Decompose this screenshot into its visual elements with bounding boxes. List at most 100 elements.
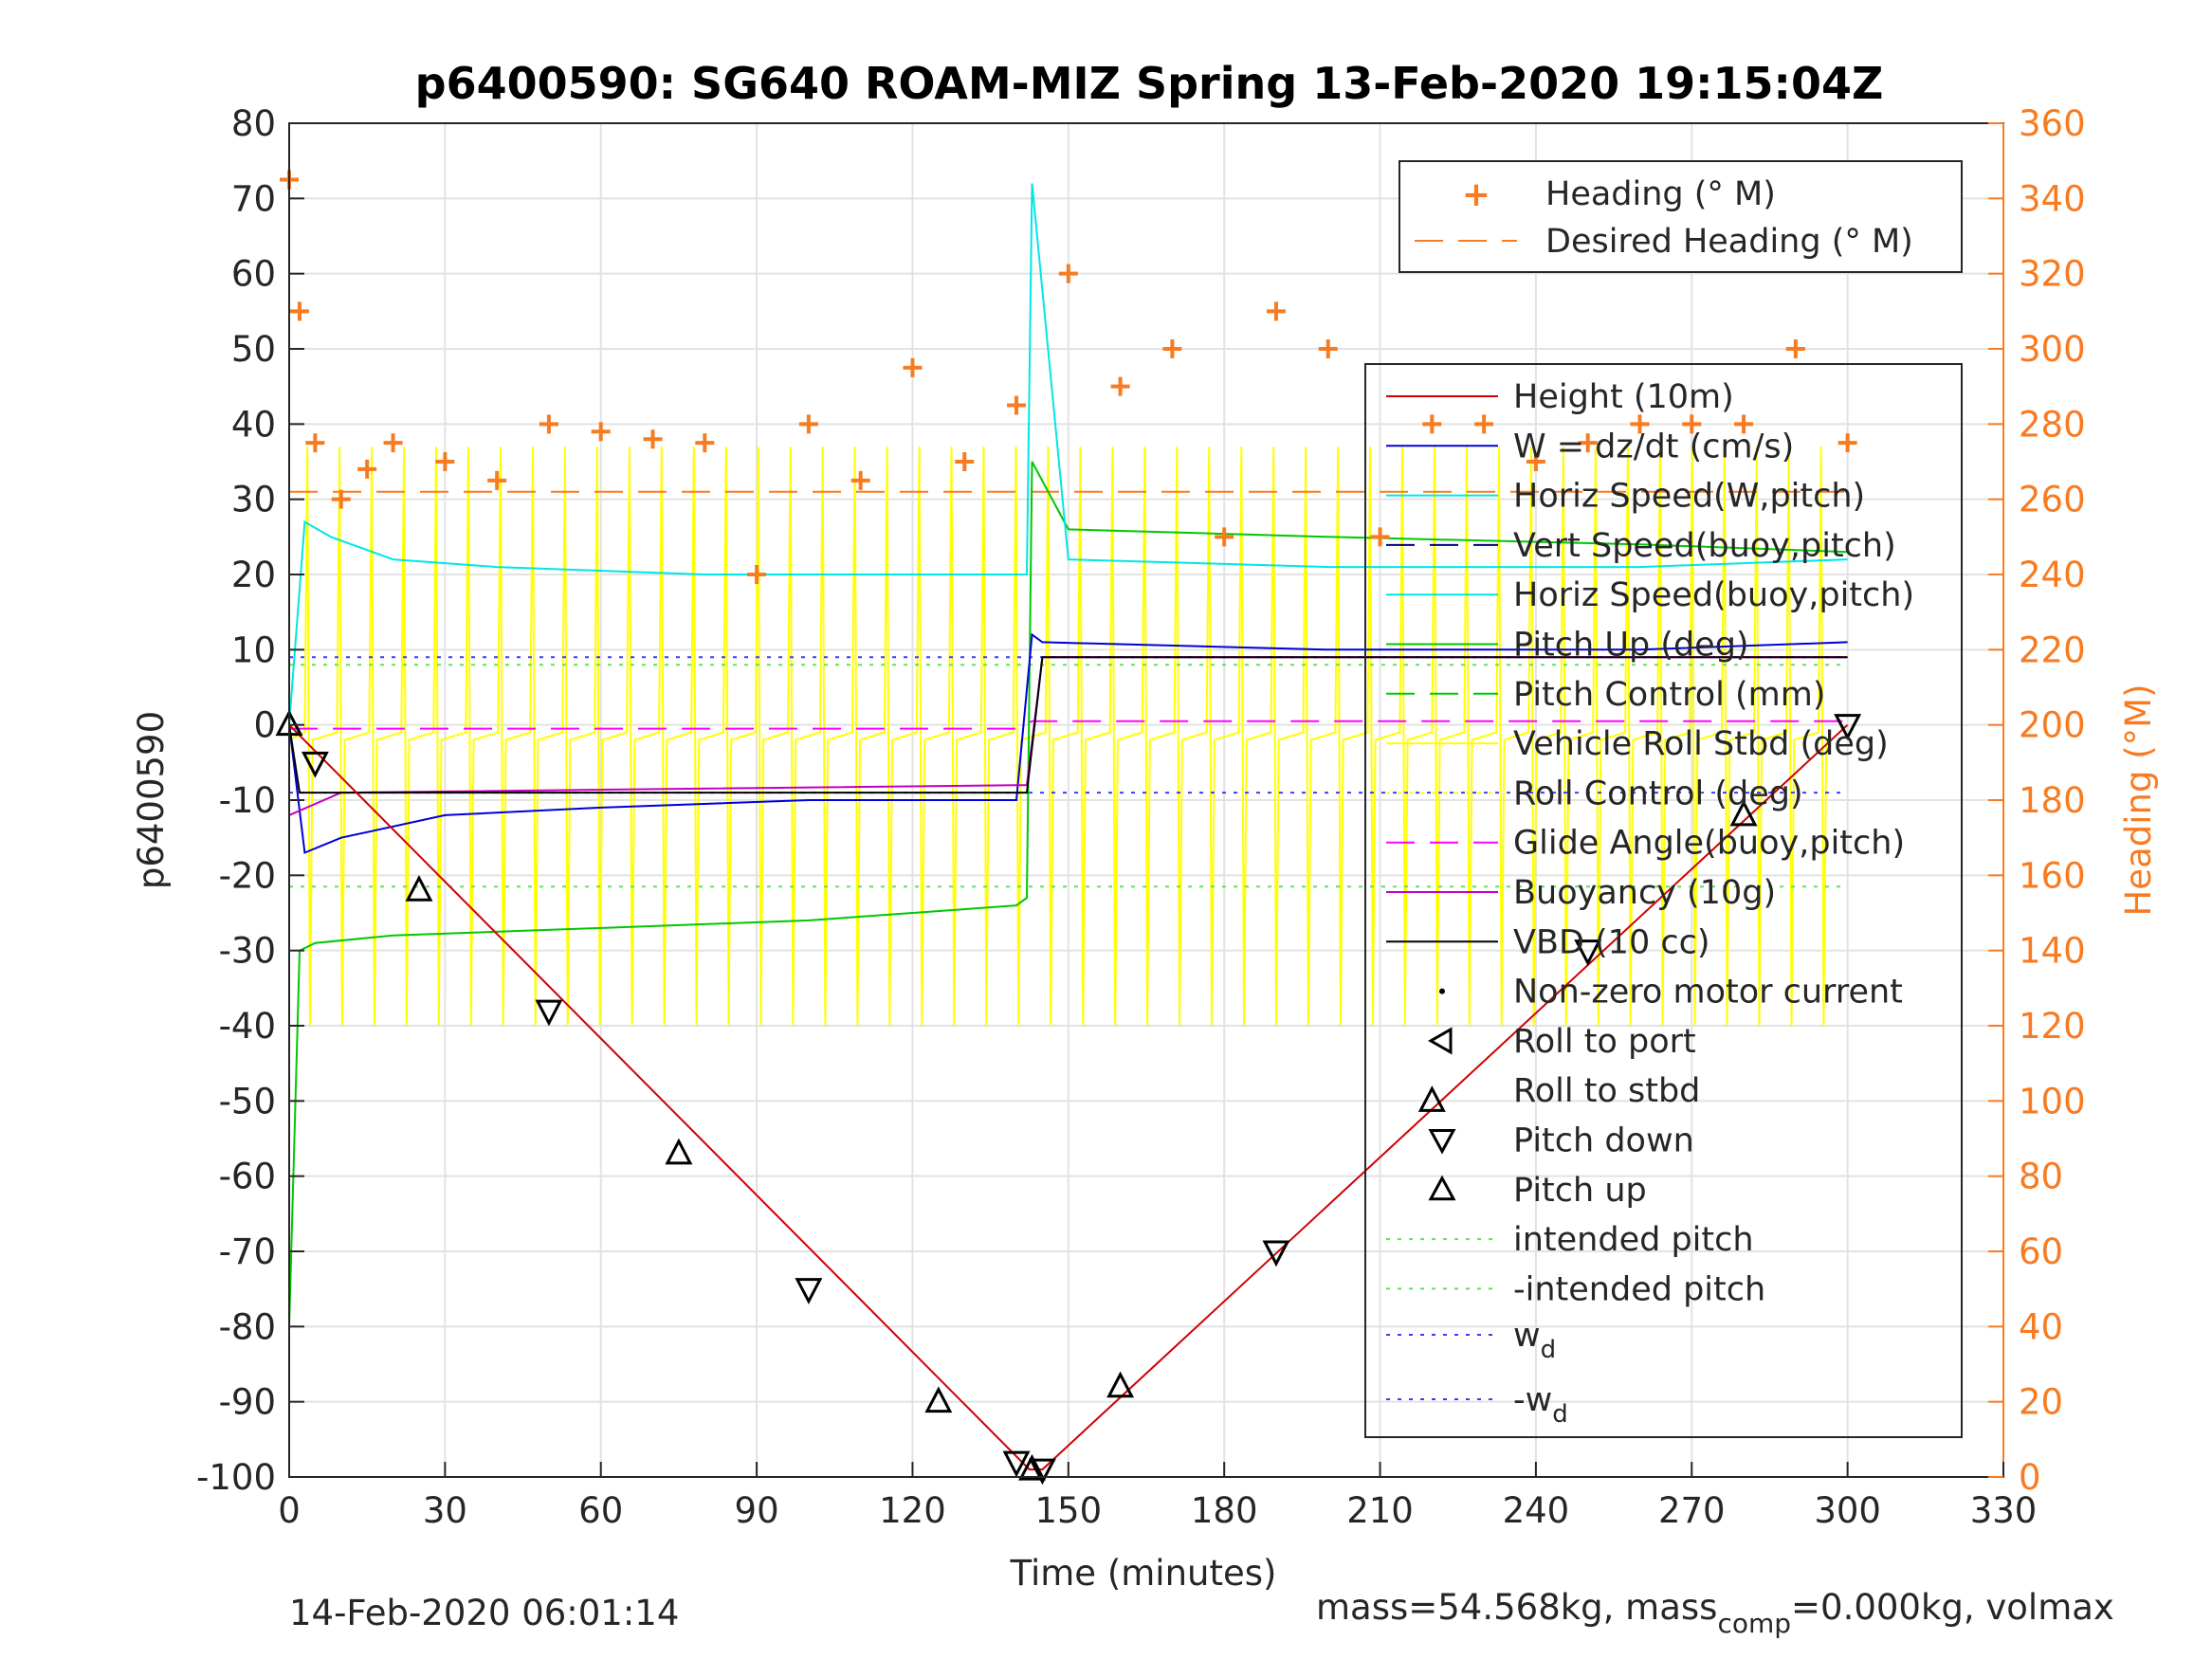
legend-main-label-0: Height (10m) (1513, 378, 1734, 416)
legend-main-dot-12 (1439, 988, 1445, 994)
right-axis-ticks: 0 20 40 60 80 100 120 140 160 180 200 220 240 260 280 3… (1988, 103, 2086, 1498)
pitch-marker-3 (535, 999, 563, 1027)
heading-point-17 (1007, 395, 1027, 415)
legend-main-marker-16 (1428, 1175, 1456, 1201)
heading-point-32 (1785, 339, 1805, 358)
y-tick-label-5: -50 (219, 1081, 276, 1121)
pitch-marker-11 (1262, 1240, 1290, 1267)
pitch-marker-6 (924, 1386, 953, 1413)
heading-point-27 (1526, 452, 1545, 471)
footer-mass-post: =0.000kg, volmax (1791, 1587, 2114, 1628)
y-tick-label-6: -40 (219, 1006, 276, 1047)
heading-point-12 (747, 565, 767, 584)
footer-mass-pre: mass=54.568kg, mass (1316, 1587, 1717, 1628)
legend-main-label-5: Pitch Up (deg) (1513, 627, 1749, 665)
legend-neg-wd-sub: d (1552, 1400, 1568, 1429)
y-tick-label-1: -90 (219, 1382, 276, 1423)
right-tick-label-18: 360 (2019, 103, 2086, 144)
legend-main-marker-13 (1427, 1027, 1453, 1055)
legend-main-label-3: Vert Speed(buoy,pitch) (1513, 527, 1896, 565)
x-tick-label-4: 120 (879, 1490, 946, 1531)
legend-main-label-13: Roll to port (1513, 1023, 1696, 1061)
pitch-marker-4 (665, 1138, 693, 1165)
heading-point-15 (903, 357, 923, 377)
heading-point-29 (1630, 414, 1650, 434)
y-tick-label-13: 30 (231, 480, 276, 520)
pitch-marker-9 (1028, 1458, 1056, 1486)
x-axis-label: Time (minutes) (1010, 1553, 1277, 1594)
heading-point-23 (1318, 339, 1338, 358)
legend-main-label-15: Pitch down (1513, 1122, 1694, 1160)
legend-wd-label: wd (1513, 1317, 1556, 1364)
heading-point-5 (383, 433, 403, 453)
legend-main-items: Height (10m) W = dz/dt (cm/s) Horiz Speed(… (1386, 378, 1914, 1400)
x-axis-ticks: 0 30 60 90 120 150 180 210 240 270 300 330 (278, 1462, 2037, 1531)
right-tick-label-0: 0 (2019, 1457, 2041, 1498)
heading-point-26 (1474, 414, 1494, 434)
x-tick-label-9: 270 (1658, 1490, 1726, 1531)
right-tick-label-3: 60 (2019, 1231, 2063, 1272)
right-tick-label-14: 280 (2019, 404, 2086, 445)
legend-wd-sub: d (1541, 1336, 1557, 1364)
pitch-marker-7 (1002, 1450, 1031, 1478)
right-tick-label-16: 320 (2019, 254, 2086, 295)
series-vehicle-roll (288, 447, 1828, 1027)
legend-main: Height (10m) W = dz/dt (cm/s) Horiz Speed(… (1364, 363, 1963, 1438)
legend-neg-wd-main: -w (1513, 1381, 1552, 1419)
legend-main-label-17: intended pitch (1513, 1221, 1754, 1259)
legend-heading: + Heading (° M) Desired Heading (° M) (1398, 160, 1963, 273)
heading-point-9 (591, 422, 611, 442)
heading-point-1 (289, 301, 309, 321)
series-w (288, 632, 1848, 854)
legend-neg-wd-label: -wd (1513, 1381, 1568, 1429)
heading-point-11 (695, 433, 715, 453)
heading-point-30 (1682, 414, 1702, 434)
x-tick-label-2: 60 (578, 1490, 623, 1531)
right-tick-label-5: 100 (2019, 1081, 2086, 1121)
y-tick-label-9: -10 (219, 780, 276, 821)
heading-point-24 (1370, 527, 1390, 547)
legend-main-label-18: -intended pitch (1513, 1270, 1765, 1308)
right-tick-label-12: 240 (2019, 555, 2086, 595)
y-tick-label-10: 0 (253, 705, 276, 746)
footer-timestamp: 14-Feb-2020 06:01:14 (289, 1593, 679, 1633)
y-tick-label-0: -100 (196, 1457, 276, 1498)
y-tick-label-18: 80 (231, 103, 276, 144)
right-tick-label-6: 120 (2019, 1006, 2086, 1047)
heading-point-4 (357, 459, 377, 479)
series-horiz-speed (288, 183, 1848, 725)
right-tick-label-13: 260 (2019, 480, 2086, 520)
pitch-marker-15 (1834, 714, 1862, 740)
footer-mass-sub: comp (1717, 1608, 1791, 1639)
right-tick-label-9: 180 (2019, 780, 2086, 821)
series-glide-angle (289, 720, 1848, 730)
x-tick-label-7: 210 (1346, 1490, 1414, 1531)
heading-point-7 (487, 470, 507, 490)
pitch-marker-14 (1729, 799, 1758, 827)
right-tick-label-11: 220 (2019, 629, 2086, 670)
legend-main-label-7: Vehicle Roll Stbd (deg) (1513, 725, 1889, 763)
y-tick-label-15: 50 (231, 329, 276, 370)
series-pitch-control (288, 461, 1848, 1327)
pitch-marker-10 (1106, 1371, 1135, 1398)
heading-point-10 (643, 429, 663, 449)
heading-point-20 (1162, 339, 1182, 358)
right-tick-label-17: 340 (2019, 178, 2086, 219)
heading-point-18 (1058, 264, 1078, 283)
legend-main-label-14: Roll to stbd (1513, 1072, 1700, 1110)
heading-point-25 (1422, 414, 1442, 434)
legend-main-marker-15 (1428, 1129, 1456, 1155)
y-tick-label-12: 20 (231, 555, 276, 595)
y-tick-label-14: 40 (231, 404, 276, 445)
right-tick-label-10: 200 (2019, 705, 2086, 746)
y-tick-label-2: -80 (219, 1306, 276, 1347)
y-axis-label: p6400590 (131, 711, 172, 889)
heading-point-6 (435, 452, 455, 471)
y-tick-label-8: -20 (219, 855, 276, 896)
series-vbd (288, 656, 1848, 794)
right-tick-label-15: 300 (2019, 329, 2086, 370)
pitch-marker-8 (1017, 1453, 1046, 1481)
heading-point-2 (305, 433, 325, 453)
legend-main-label-10: Buoyancy (10g) (1513, 874, 1776, 912)
legend-main-label-6: Pitch Control (mm) (1513, 676, 1825, 714)
